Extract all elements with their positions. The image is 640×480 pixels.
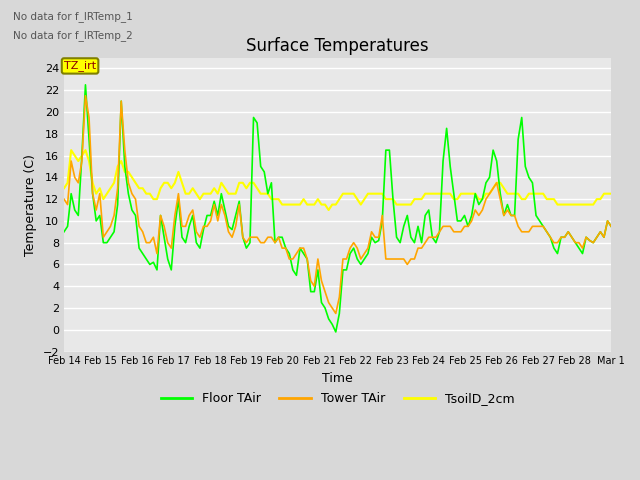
Text: No data for f_IRTemp_1: No data for f_IRTemp_1 bbox=[13, 11, 132, 22]
X-axis label: Time: Time bbox=[322, 372, 353, 385]
Text: No data for f_IRTemp_2: No data for f_IRTemp_2 bbox=[13, 30, 132, 41]
Legend: Floor TAir, Tower TAir, TsoilD_2cm: Floor TAir, Tower TAir, TsoilD_2cm bbox=[156, 387, 520, 410]
Title: Surface Temperatures: Surface Temperatures bbox=[246, 36, 429, 55]
Y-axis label: Temperature (C): Temperature (C) bbox=[24, 154, 37, 255]
Text: TZ_irt: TZ_irt bbox=[64, 60, 96, 72]
